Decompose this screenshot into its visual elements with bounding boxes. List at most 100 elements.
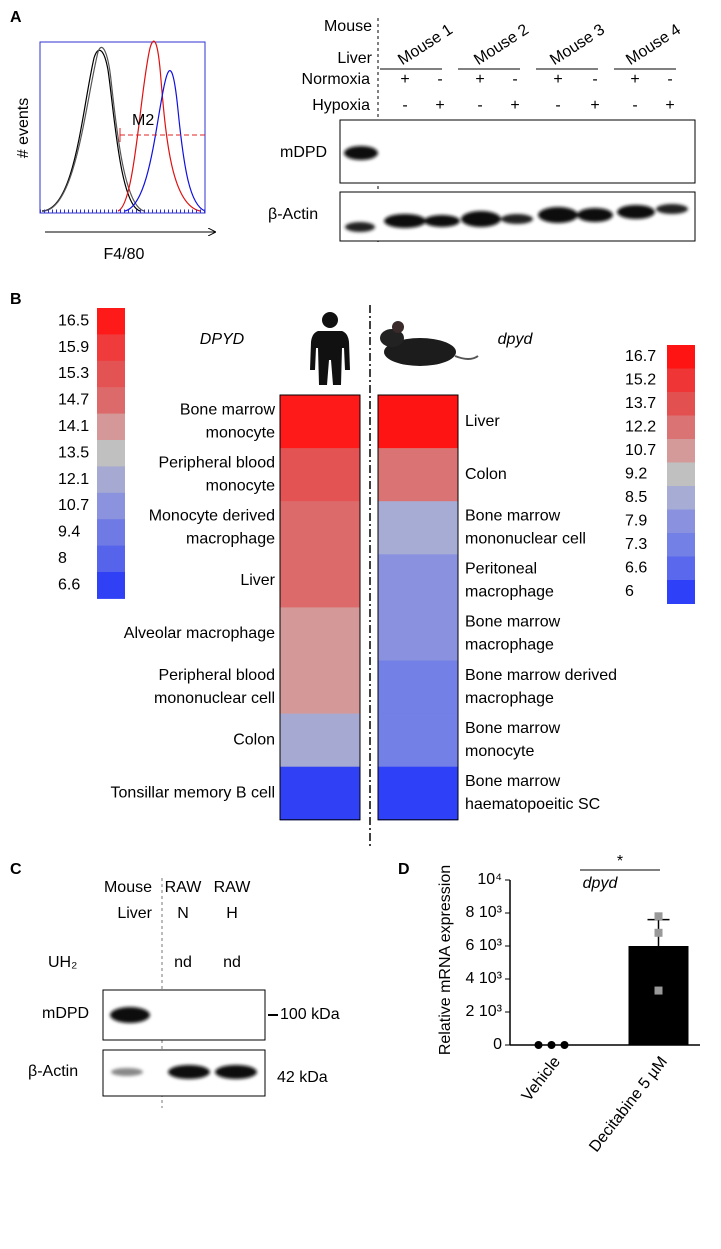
scale-label: 7.9 [625, 512, 647, 529]
condition-sign: - [512, 71, 517, 88]
row-label: β-Actin [268, 206, 318, 223]
scale-swatch [97, 466, 125, 494]
row-label: mononuclear cell [465, 530, 586, 547]
row-label: Bone marrow [180, 401, 276, 418]
size-label: 100 kDa [280, 1006, 340, 1023]
gate-label: M2 [132, 112, 154, 129]
heatmap-cell [280, 713, 360, 768]
y-tick-label: 4 10³ [466, 970, 503, 987]
scale-label: 16.7 [625, 348, 656, 365]
heatmap-cell [280, 501, 360, 555]
heatmap-frame [279, 394, 361, 821]
scale-swatch [667, 556, 695, 581]
scale-swatch [667, 368, 695, 393]
row-label: macrophage [465, 690, 554, 707]
scale-swatch [97, 519, 125, 547]
scale-label: 6.6 [58, 576, 80, 593]
data-point [560, 1041, 569, 1049]
condition-label: Normoxia [302, 71, 371, 88]
axis-label: # events [15, 98, 32, 158]
heatmap-cell [378, 660, 458, 715]
condition-sign: + [590, 97, 599, 114]
condition-sign: + [665, 97, 674, 114]
scale-swatch [97, 545, 125, 573]
condition-sign: + [435, 97, 444, 114]
y-tick-label: 2 10³ [466, 1003, 503, 1020]
row-label: Peripheral blood [158, 454, 275, 471]
row-label: Colon [465, 466, 507, 483]
row-label: Bone marrow [465, 773, 561, 790]
mouse-picture [380, 321, 479, 366]
row-label: macrophage [186, 530, 275, 547]
heatmap-cell [280, 660, 360, 715]
condition-sign: - [402, 97, 407, 114]
row-label: Alveolar macrophage [124, 625, 275, 642]
curve-red [117, 40, 201, 212]
panel-letter: D [398, 861, 410, 878]
condition-sign: - [477, 97, 482, 114]
mouse-label: Mouse 3 [547, 21, 608, 69]
heatmap-cell [378, 713, 458, 768]
heatmap-title: dpyd [498, 331, 534, 348]
row-label: Colon [233, 731, 275, 748]
condition-sign: - [437, 71, 442, 88]
data-point [534, 1041, 543, 1049]
panel-letter: B [10, 291, 22, 308]
row-label: mDPD [42, 1005, 89, 1022]
scale-label: 6.6 [625, 559, 647, 576]
sample-label: Mouse [324, 18, 372, 35]
band [538, 207, 578, 223]
scale-swatch [667, 509, 695, 534]
y-tick-label: 0 [493, 1036, 502, 1053]
row-label: Peritoneal [465, 561, 537, 578]
scale-label: 13.5 [58, 444, 89, 461]
heatmap-cell [378, 554, 458, 608]
condition-sign: + [553, 71, 562, 88]
row-label: Peripheral blood [158, 667, 275, 684]
significance-label: * [617, 853, 623, 870]
scale-swatch [97, 308, 125, 335]
row-label: macrophage [465, 584, 554, 601]
lane-label: N [177, 905, 189, 922]
scale-swatch [97, 492, 125, 520]
row-label: macrophage [465, 637, 554, 654]
chart-title: dpyd [583, 875, 619, 892]
scale-label: 10.7 [58, 497, 89, 514]
row-label: monocyte [206, 477, 275, 494]
heatmap-cell [378, 448, 458, 502]
scale-label: 15.9 [58, 339, 89, 356]
row-label: Tonsillar memory B cell [111, 784, 275, 801]
scale-swatch [667, 345, 695, 369]
band [461, 211, 501, 227]
axis-label: Relative mRNA expression [437, 865, 454, 1055]
scale-label: 7.3 [625, 536, 647, 553]
scale-swatch [667, 462, 695, 487]
scale-swatch [97, 572, 125, 599]
panel-letter: A [10, 9, 22, 26]
scale-swatch [667, 486, 695, 510]
band [656, 204, 688, 214]
x-tick-label: Vehicle [519, 1054, 564, 1105]
row-label: β-Actin [28, 1063, 78, 1080]
heatmap-cell [378, 607, 458, 661]
y-tick-label: 10⁴ [477, 871, 502, 888]
scale-swatch [667, 415, 695, 440]
human-silhouette [310, 312, 350, 385]
scale-swatch [97, 360, 125, 388]
scale-swatch [97, 387, 125, 415]
y-tick-label: 8 10³ [466, 904, 503, 921]
heatmap-cell [280, 554, 360, 608]
mouse-label: Mouse 4 [623, 21, 684, 69]
scale-swatch [667, 533, 695, 557]
scale-label: 8.5 [625, 489, 647, 506]
scale-label: 13.7 [625, 395, 656, 412]
scale-label: 15.2 [625, 371, 656, 388]
data-point [654, 928, 663, 937]
row-label: haematopoeitic SC [465, 796, 600, 813]
blot-bands [344, 146, 688, 232]
heatmap-cell [378, 766, 458, 821]
heatmap-frame [377, 394, 459, 821]
data-point [654, 912, 663, 921]
band [384, 214, 426, 228]
